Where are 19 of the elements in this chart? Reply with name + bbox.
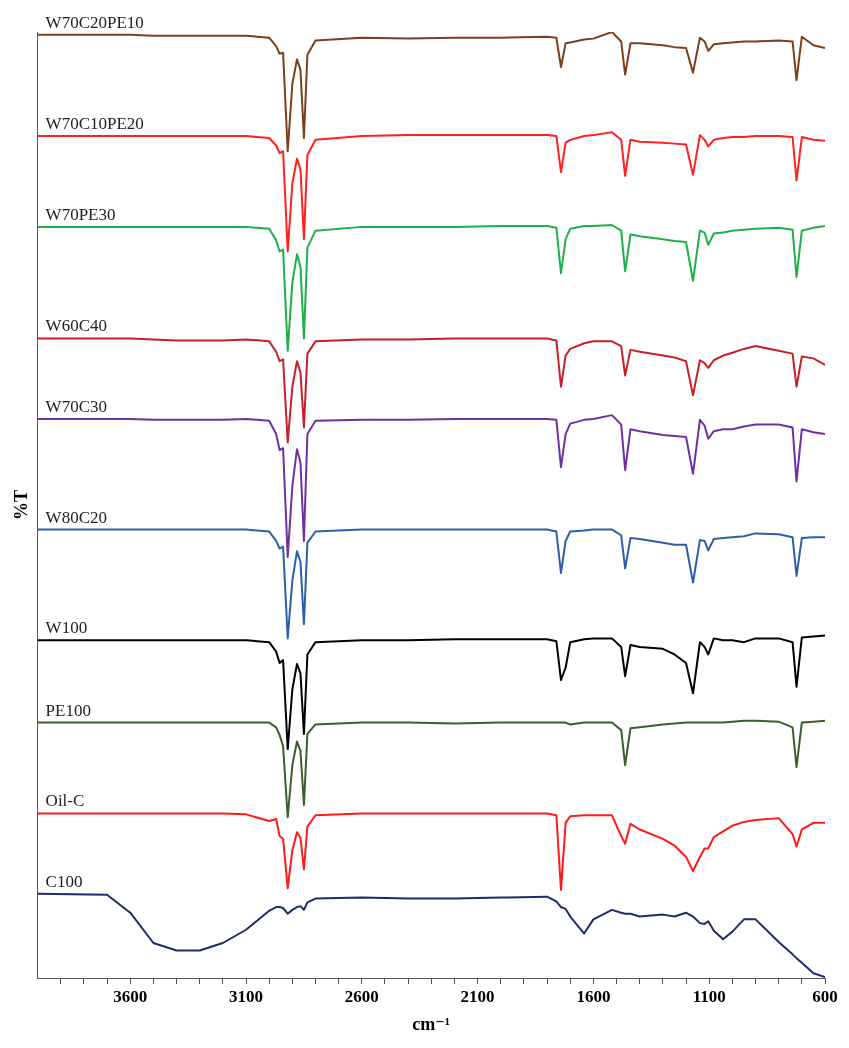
x-tick-label: 2100	[460, 986, 495, 1006]
series-label: W80C20	[45, 507, 107, 527]
series-label: W70C20PE10	[45, 12, 144, 32]
x-tick-label: 3600	[113, 986, 148, 1006]
series-label: PE100	[45, 700, 91, 720]
x-tick-label: 3100	[229, 986, 264, 1006]
series-label: Oil-C	[45, 791, 85, 811]
series-label: W60C40	[45, 316, 107, 336]
x-tick-label: 1600	[576, 986, 611, 1006]
series-label: W70PE30	[45, 204, 116, 224]
series-label: W70C10PE20	[45, 114, 144, 134]
x-tick-label: 1100	[692, 986, 726, 1006]
x-axis-title: cm⁻¹	[412, 1013, 451, 1034]
series-label: W70C30	[45, 396, 107, 416]
x-tick-label: 2600	[344, 986, 379, 1006]
series-label: W100	[45, 618, 88, 638]
x-tick-label: 600	[812, 986, 838, 1006]
series-label: C100	[45, 871, 83, 891]
y-axis-title: %T	[11, 489, 32, 521]
